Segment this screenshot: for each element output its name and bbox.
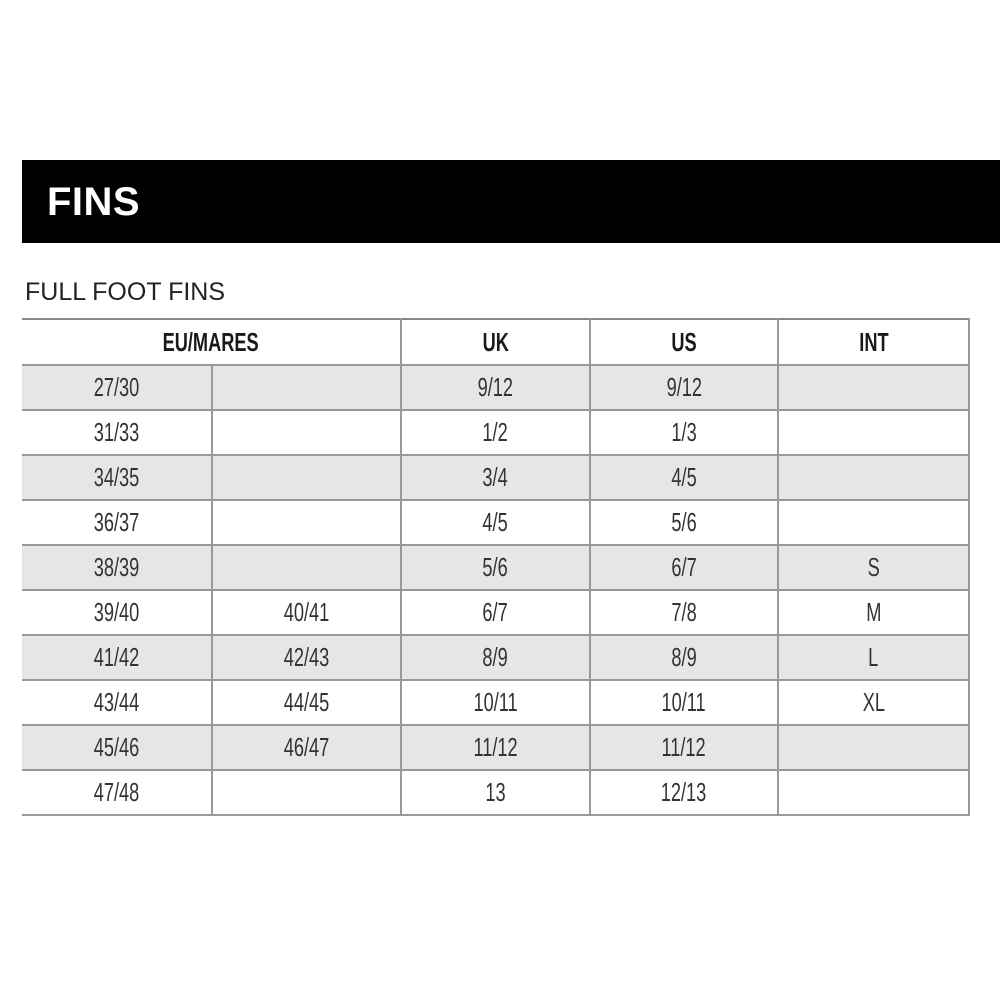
cell-eu: 41/42 <box>22 634 213 681</box>
table-row: 47/48 13 12/13 <box>22 769 970 816</box>
cell-mares: 44/45 <box>211 679 402 726</box>
cell-us: 4/5 <box>589 454 779 501</box>
table-header-row: EU/MARES UK US INT <box>22 318 970 366</box>
table-row: 41/42 42/43 8/9 8/9 L <box>22 634 970 681</box>
cell-int <box>777 454 970 501</box>
cell-uk: 5/6 <box>400 544 591 591</box>
cell-int: M <box>777 589 970 636</box>
header-int: INT <box>777 318 970 366</box>
cell-mares <box>211 409 402 456</box>
cell-mares <box>211 364 402 411</box>
cell-mares: 40/41 <box>211 589 402 636</box>
cell-us: 11/12 <box>589 724 779 771</box>
cell-us: 9/12 <box>589 364 779 411</box>
section-subtitle: FULL FOOT FINS <box>25 278 226 306</box>
cell-eu: 31/33 <box>22 409 213 456</box>
cell-mares <box>211 544 402 591</box>
header-uk: UK <box>400 318 591 366</box>
page-title: FINS <box>47 180 141 224</box>
cell-eu: 27/30 <box>22 364 213 411</box>
cell-us: 5/6 <box>589 499 779 546</box>
cell-uk: 6/7 <box>400 589 591 636</box>
cell-us: 8/9 <box>589 634 779 681</box>
cell-eu: 39/40 <box>22 589 213 636</box>
cell-eu: 43/44 <box>22 679 213 726</box>
cell-uk: 13 <box>400 769 591 816</box>
cell-int <box>777 724 970 771</box>
cell-eu: 34/35 <box>22 454 213 501</box>
cell-uk: 10/11 <box>400 679 591 726</box>
cell-int: S <box>777 544 970 591</box>
cell-int <box>777 499 970 546</box>
cell-int <box>777 364 970 411</box>
table-row: 36/37 4/5 5/6 <box>22 499 970 546</box>
table-row: 34/35 3/4 4/5 <box>22 454 970 501</box>
cell-uk: 1/2 <box>400 409 591 456</box>
cell-uk: 8/9 <box>400 634 591 681</box>
header-us: US <box>589 318 779 366</box>
title-bar <box>22 160 1000 243</box>
cell-us: 12/13 <box>589 769 779 816</box>
cell-int <box>777 409 970 456</box>
table-row: 39/40 40/41 6/7 7/8 M <box>22 589 970 636</box>
cell-mares: 42/43 <box>211 634 402 681</box>
cell-uk: 9/12 <box>400 364 591 411</box>
table-row: 27/30 9/12 9/12 <box>22 364 970 411</box>
cell-eu: 47/48 <box>22 769 213 816</box>
cell-us: 7/8 <box>589 589 779 636</box>
cell-eu: 36/37 <box>22 499 213 546</box>
cell-us: 10/11 <box>589 679 779 726</box>
header-eu-mares: EU/MARES <box>22 318 402 366</box>
table-row: 38/39 5/6 6/7 S <box>22 544 970 591</box>
cell-eu: 45/46 <box>22 724 213 771</box>
cell-uk: 11/12 <box>400 724 591 771</box>
cell-us: 1/3 <box>589 409 779 456</box>
cell-uk: 4/5 <box>400 499 591 546</box>
table-row: 45/46 46/47 11/12 11/12 <box>22 724 970 771</box>
table-row: 31/33 1/2 1/3 <box>22 409 970 456</box>
cell-mares <box>211 769 402 816</box>
cell-mares <box>211 499 402 546</box>
cell-int: L <box>777 634 970 681</box>
cell-int: XL <box>777 679 970 726</box>
cell-uk: 3/4 <box>400 454 591 501</box>
cell-us: 6/7 <box>589 544 779 591</box>
cell-eu: 38/39 <box>22 544 213 591</box>
cell-mares: 46/47 <box>211 724 402 771</box>
cell-int <box>777 769 970 816</box>
table-row: 43/44 44/45 10/11 10/11 XL <box>22 679 970 726</box>
cell-mares <box>211 454 402 501</box>
size-chart-table: EU/MARES UK US INT 27/30 9/12 9/12 31/33 1/2… <box>22 318 970 816</box>
